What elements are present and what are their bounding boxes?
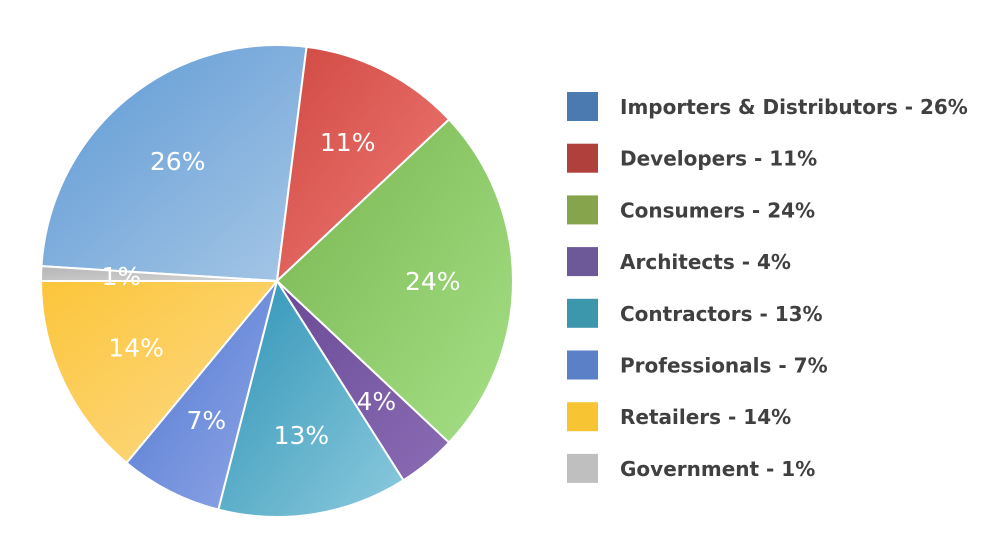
legend-label-architects: Architects - 4% — [620, 250, 791, 274]
legend-swatch-importers-and-distributors — [567, 92, 598, 121]
legend-label-professionals: Professionals - 7% — [620, 354, 828, 378]
pie-slice-contractors — [217, 280, 405, 519]
pie-slice-retailers — [40, 280, 278, 464]
data-label-architects: 4% — [356, 387, 396, 416]
data-label-developers: 11% — [320, 128, 376, 157]
pie-slice-developers — [276, 45, 451, 282]
legend-swatch-architects — [567, 247, 598, 277]
pie-slice-importers-and-distributors — [40, 44, 308, 282]
legend-label-contractors: Contractors - 13% — [620, 302, 823, 326]
legend-swatch-consumers — [567, 195, 598, 225]
legend-label-retailers: Retailers - 14% — [620, 405, 791, 429]
legend-swatch-retailers — [567, 402, 598, 432]
data-label-government: 1% — [101, 262, 141, 291]
pie-slice-professionals — [125, 280, 278, 511]
legend-swatch-professionals — [567, 350, 598, 380]
pie-slice-government — [40, 265, 278, 282]
data-label-importers-and-distributors: 26% — [150, 147, 206, 176]
data-label-professionals: 7% — [186, 406, 226, 435]
pie-data-labels: 26% 11% 24% 4% 13% 7% 14% 1% — [101, 128, 460, 450]
legend-label-government: Government - 1% — [620, 457, 815, 481]
legend-swatch-government — [567, 453, 598, 483]
legend-label-consumers: Consumers - 24% — [620, 198, 815, 222]
data-label-contractors: 13% — [274, 421, 330, 450]
legend-swatch-developers — [567, 143, 598, 173]
data-label-retailers: 14% — [108, 333, 164, 362]
legend: Importers & Distributors - 26% Developers… — [567, 92, 968, 483]
legend-label-developers: Developers - 11% — [620, 147, 817, 171]
pie-slice-consumers — [276, 118, 515, 444]
data-label-consumers: 24% — [405, 267, 461, 296]
legend-label-importers-and-distributors: Importers & Distributors - 26% — [620, 95, 968, 119]
pie-slices — [40, 44, 515, 519]
legend-swatch-contractors — [567, 298, 598, 328]
